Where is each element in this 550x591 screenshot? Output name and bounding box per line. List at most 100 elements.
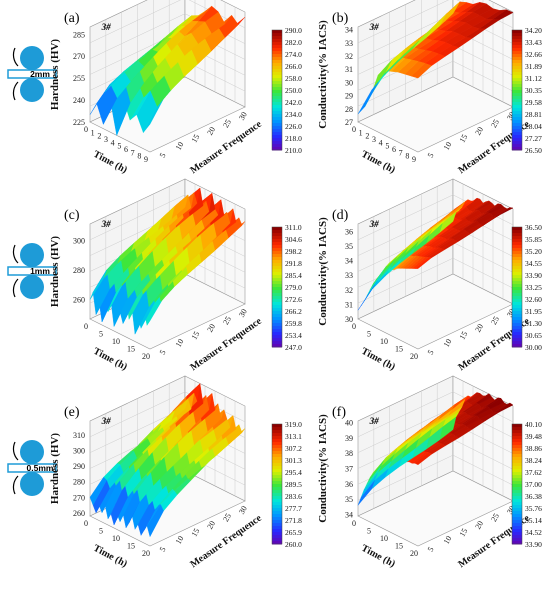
colorbar-segment (272, 341, 282, 345)
colorbar-frame (271, 29, 283, 151)
colorbar-segment (512, 326, 522, 330)
colorbar-segment (272, 439, 282, 443)
colorbar-segment (512, 511, 522, 515)
frequency-tick-label: 5 (158, 545, 168, 553)
colorbar-segment (272, 308, 282, 312)
colorbar-segment (512, 502, 522, 506)
colorbar-segment (512, 281, 522, 285)
colorbar-segment (272, 505, 282, 509)
colorbar-segment (272, 75, 282, 79)
colorbar-segment (272, 323, 282, 327)
lower-roll-icon (20, 275, 44, 299)
colorbar-segment (512, 48, 522, 52)
colorbar-segment (272, 424, 282, 428)
colorbar-segment (272, 30, 282, 34)
colorbar-tick-label: 272.6 (285, 295, 302, 304)
surface-patch (357, 82, 379, 115)
rolling-diagram: 1mm (7, 243, 57, 299)
colorbar-segment (512, 335, 522, 339)
z-axis-label: Hardness (HV) (49, 236, 61, 308)
colorbar-tick-label: 307.2 (285, 444, 302, 453)
colorbar-segment (272, 248, 282, 252)
colorbar-segment (272, 311, 282, 315)
colorbar-segment (272, 126, 282, 130)
panel-label: (b) (332, 11, 349, 26)
colorbar-segment (272, 317, 282, 321)
surface-plot (89, 5, 246, 137)
colorbar-segment (512, 290, 522, 294)
time-tick-label: 20 (410, 352, 418, 361)
panel-label: (e) (64, 405, 80, 420)
colorbar-segment (272, 338, 282, 342)
colorbar-segment (512, 523, 522, 527)
z-tick-label: 280 (73, 266, 85, 275)
time-axis-ticks: 0 5 10 15 20 (352, 322, 418, 361)
frequency-tick-label: 20 (473, 322, 485, 333)
surface-patch (89, 269, 107, 300)
colorbar-tick-label: 266.0 (285, 62, 302, 71)
colorbar-segment (272, 469, 282, 473)
colorbar-segment (272, 529, 282, 533)
colorbar-tick-label: 34.20 (525, 26, 542, 35)
frequency-tick-label: 15 (190, 330, 202, 341)
colorbar-segment (272, 284, 282, 288)
rolling-diagram: 2mm (7, 46, 57, 102)
colorbar-segment (272, 236, 282, 240)
z-axis-label: Hardness (HV) (49, 39, 61, 111)
colorbar-segment (272, 445, 282, 449)
z-tick-label: 27 (345, 118, 353, 127)
time-tick-label: 4 (379, 138, 383, 147)
colorbar-tick-label: 291.8 (285, 259, 302, 268)
frequency-tick-label: 30 (505, 307, 517, 318)
colorbar-segment (272, 427, 282, 431)
colorbar-tick-label: 282.0 (285, 38, 302, 47)
colorbar-tick-label: 258.0 (285, 74, 302, 83)
frequency-tick-label: 5 (426, 545, 436, 553)
colorbar-segment (512, 254, 522, 258)
time-axis-ticks: 0 5 10 15 20 (352, 519, 418, 558)
time-tick-label: 9 (144, 155, 148, 164)
colorbar-segment (272, 87, 282, 91)
colorbar-segment (512, 338, 522, 342)
colorbar-tick-label: 30.35 (525, 86, 542, 95)
colorbar-segment (272, 490, 282, 494)
colorbar-segment (512, 287, 522, 291)
colorbar-segment (272, 502, 282, 506)
colorbar-segment (512, 499, 522, 503)
colorbar-tick-label: 210.0 (285, 146, 302, 155)
colorbar-segment (512, 320, 522, 324)
surface-plot (357, 197, 514, 311)
colorbar-segment (272, 263, 282, 267)
z-tick-label: 35 (345, 495, 353, 504)
colorbar-frame (271, 226, 283, 348)
colorbar-segment (512, 245, 522, 249)
time-tick-label: 1 (359, 128, 363, 137)
frequency-tick-label: 25 (489, 315, 501, 326)
frequency-tick-label: 30 (237, 504, 249, 515)
thickness-label: 1mm (30, 266, 50, 276)
colorbar-segment (272, 81, 282, 85)
colorbar-segment (512, 490, 522, 494)
colorbar-tick-label: 35.20 (525, 247, 542, 256)
time-tick-label: 3 (372, 135, 376, 144)
strip-icon (7, 69, 57, 79)
colorbar-segment (512, 541, 522, 545)
time-tick-label: 0 (352, 519, 356, 528)
colorbar-segment (512, 445, 522, 449)
frequency-tick-label: 20 (473, 519, 485, 530)
frequency-tick-label: 25 (221, 315, 233, 326)
colorbar-segment (512, 93, 522, 97)
time-tick-label: 6 (392, 145, 396, 154)
colorbar-segment (272, 96, 282, 100)
colorbar-segment (272, 138, 282, 142)
colorbar-segment (272, 227, 282, 231)
colorbar-segment (512, 39, 522, 43)
upper-roll-icon (20, 46, 44, 70)
colorbar-segment (512, 514, 522, 518)
colorbar-segment (512, 263, 522, 267)
frequency-tick-label: 10 (442, 534, 454, 545)
